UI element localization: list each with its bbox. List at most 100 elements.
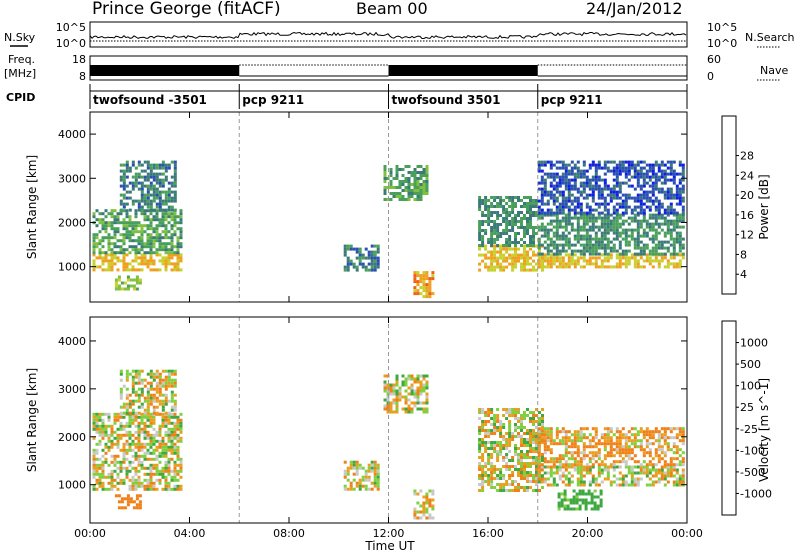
data-cell xyxy=(654,463,658,467)
data-cell xyxy=(669,172,673,176)
data-cell xyxy=(585,169,589,173)
data-cell xyxy=(481,459,485,462)
data-cell xyxy=(558,463,562,467)
colorbar-tick-label: 12 xyxy=(740,229,754,242)
data-cell xyxy=(526,471,529,474)
data-cell xyxy=(651,202,655,206)
data-cell xyxy=(119,175,123,179)
data-cell xyxy=(561,166,565,170)
data-cell xyxy=(508,429,512,432)
data-cell xyxy=(92,451,96,455)
data-cell xyxy=(681,480,685,484)
data-cell xyxy=(630,166,634,170)
data-cell xyxy=(126,503,130,507)
data-cell xyxy=(122,172,126,176)
data-cell xyxy=(392,386,396,390)
data-cell xyxy=(170,190,174,194)
data-cell xyxy=(158,248,162,252)
data-cell xyxy=(416,380,420,384)
data-cell xyxy=(561,442,565,446)
data-cell xyxy=(487,256,491,260)
data-cell xyxy=(657,471,661,475)
data-cell xyxy=(603,205,607,209)
data-cell xyxy=(425,392,429,396)
data-cell xyxy=(612,216,616,220)
data-cell xyxy=(398,186,402,189)
data-cell xyxy=(508,423,512,426)
data-cell xyxy=(582,249,586,253)
data-cell xyxy=(95,463,99,467)
data-cell xyxy=(176,418,180,422)
data-cell xyxy=(669,448,673,452)
data-cell xyxy=(373,250,377,254)
data-cell xyxy=(666,465,670,469)
data-cell xyxy=(520,468,523,471)
data-cell xyxy=(410,189,414,192)
data-cell xyxy=(543,190,547,194)
data-cell xyxy=(487,223,491,226)
data-cell xyxy=(660,256,664,260)
data-cell xyxy=(535,462,538,465)
data-cell xyxy=(678,427,682,431)
data-cell xyxy=(158,178,162,182)
data-cell xyxy=(152,236,156,240)
data-cell xyxy=(392,195,396,198)
data-cell xyxy=(546,252,550,256)
data-cell xyxy=(125,475,129,479)
data-cell xyxy=(101,259,105,263)
data-cell xyxy=(176,457,180,461)
data-cell xyxy=(594,451,598,455)
data-cell xyxy=(651,436,655,440)
data-cell xyxy=(599,501,603,505)
data-cell xyxy=(122,460,126,464)
data-cell xyxy=(125,227,129,231)
data-cell xyxy=(639,448,643,452)
data-cell xyxy=(594,265,598,269)
data-cell xyxy=(164,259,168,263)
data-cell xyxy=(425,492,429,496)
data-cell xyxy=(410,392,414,396)
data-cell xyxy=(419,407,423,411)
data-cell xyxy=(540,477,544,481)
data-cell xyxy=(537,457,541,461)
data-cell xyxy=(499,486,503,489)
data-cell xyxy=(137,262,141,266)
data-cell xyxy=(657,163,661,167)
data-cell xyxy=(119,481,123,485)
data-cell xyxy=(657,231,661,235)
data-cell xyxy=(343,484,347,488)
data-cell xyxy=(367,475,371,479)
data-cell xyxy=(134,430,138,434)
data-cell xyxy=(505,220,509,223)
data-cell xyxy=(600,262,604,266)
data-cell xyxy=(612,211,616,215)
data-cell xyxy=(514,444,517,447)
data-cell xyxy=(164,402,168,406)
data-cell xyxy=(648,471,652,475)
data-cell xyxy=(152,396,156,400)
data-cell xyxy=(383,168,387,171)
data-cell xyxy=(600,436,604,440)
data-cell xyxy=(413,404,417,408)
data-cell xyxy=(609,436,613,440)
data-cell xyxy=(630,208,634,212)
data-cell xyxy=(618,442,622,446)
data-cell xyxy=(349,481,353,485)
data-cell xyxy=(158,172,162,176)
data-cell xyxy=(537,213,541,217)
data-cell xyxy=(663,465,667,469)
data-cell xyxy=(599,504,603,508)
data-cell xyxy=(579,184,583,188)
data-cell xyxy=(621,249,625,253)
data-cell xyxy=(514,423,517,426)
data-cell xyxy=(422,168,426,171)
data-cell xyxy=(125,262,129,266)
data-cell xyxy=(158,372,162,376)
data-cell xyxy=(161,369,165,373)
data-cell xyxy=(557,492,561,496)
data-cell xyxy=(618,190,622,194)
data-cell xyxy=(170,256,174,260)
data-cell xyxy=(140,381,144,385)
data-cell xyxy=(520,420,523,423)
data-cell xyxy=(657,205,661,209)
